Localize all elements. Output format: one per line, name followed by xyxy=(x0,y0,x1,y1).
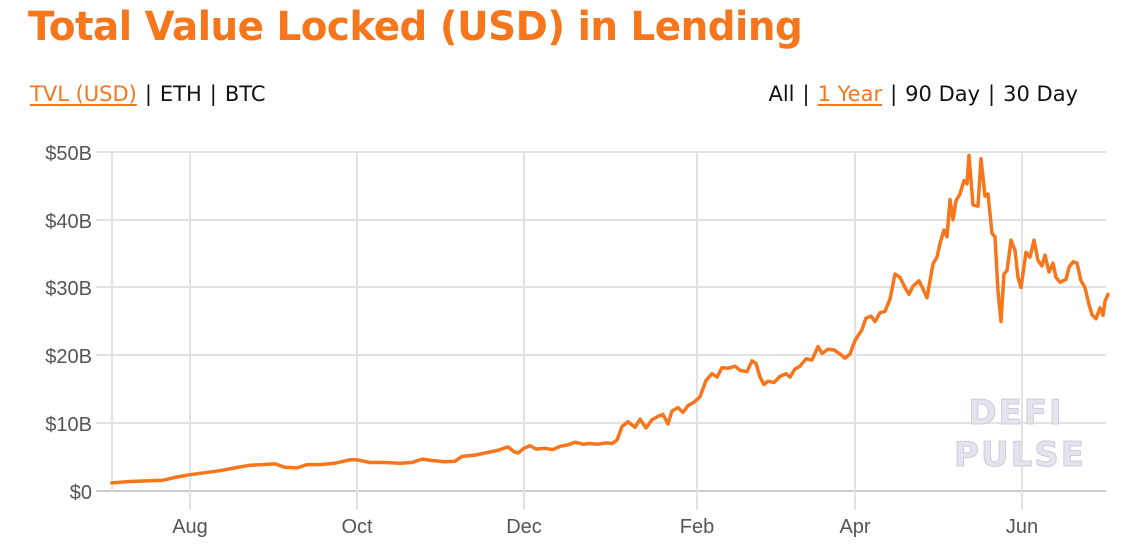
defi-pulse-watermark: DEFI PULSE xyxy=(954,393,1086,476)
separator: | xyxy=(890,82,898,106)
range-90-day[interactable]: 90 Day xyxy=(905,82,981,106)
page-title: Total Value Locked (USD) in Lending xyxy=(28,4,803,50)
tab-btc[interactable]: BTC xyxy=(224,82,266,106)
y-tick-label: $30B xyxy=(45,278,92,300)
watermark-line-1: DEFI xyxy=(968,393,1063,433)
y-tick-label: $10B xyxy=(45,414,92,436)
y-tick-label: $50B xyxy=(45,143,92,165)
tvl-series-line[interactable] xyxy=(110,153,1110,485)
x-tick-label: Apr xyxy=(839,516,870,538)
y-tick-label: $0 xyxy=(70,482,92,504)
separator: | xyxy=(209,82,217,106)
metric-tabs: TVL (USD) | ETH | BTC xyxy=(30,82,266,106)
x-tick-label: Oct xyxy=(341,516,373,538)
range-tabs: All | 1 Year | 90 Day | 30 Day xyxy=(768,82,1078,106)
y-tick-label: $40B xyxy=(45,211,92,233)
x-tick-label: Dec xyxy=(506,516,542,538)
range-all[interactable]: All xyxy=(768,82,795,106)
watermark-line-2: PULSE xyxy=(954,435,1086,475)
separator: | xyxy=(802,82,810,106)
separator: | xyxy=(144,82,152,106)
x-axis-labels: Aug Oct Dec Feb Apr Jun xyxy=(172,516,1038,538)
x-tick-label: Aug xyxy=(172,516,208,538)
separator: | xyxy=(988,82,996,106)
range-1-year[interactable]: 1 Year xyxy=(817,82,883,106)
tab-tvl-usd[interactable]: TVL (USD) xyxy=(30,82,137,106)
tab-eth[interactable]: ETH xyxy=(159,82,202,106)
x-gridlines xyxy=(111,152,1023,510)
x-tick-label: Jun xyxy=(1006,516,1038,538)
y-gridlines xyxy=(96,151,1106,492)
x-tick-label: Feb xyxy=(680,516,714,538)
range-30-day[interactable]: 30 Day xyxy=(1003,82,1078,106)
y-axis-labels: $50B $40B $30B $20B $10B $0 xyxy=(45,143,92,504)
y-tick-label: $20B xyxy=(45,346,92,368)
